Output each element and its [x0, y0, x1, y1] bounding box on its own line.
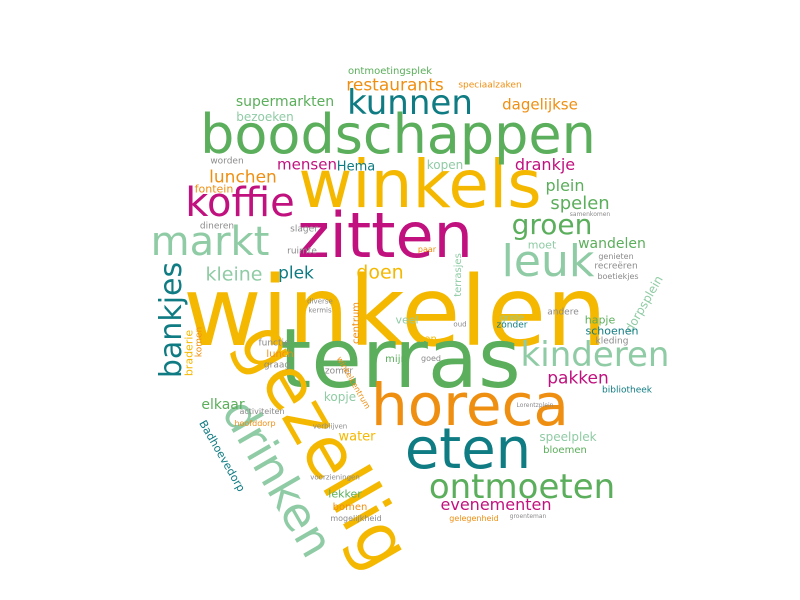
word-dineren: dineren — [199, 221, 235, 232]
word-kopje: kopje — [323, 390, 357, 404]
word-dagelijkse: dagelijkse — [502, 95, 578, 114]
word-kunnen: kunnen — [347, 83, 473, 123]
word-grote: grote — [500, 313, 524, 324]
word-ruimte: ruimte — [287, 246, 317, 257]
word-terras: terras — [279, 312, 521, 407]
word-markt: markt — [150, 219, 270, 265]
word-spelen: spelen — [550, 193, 610, 214]
word-leuk: leuk — [501, 236, 595, 287]
word-voorzieningen: voorzieningen — [310, 473, 360, 482]
word-kleine: kleine — [205, 263, 263, 286]
word-elkaar: elkaar — [201, 397, 245, 413]
word-functie: functie — [258, 338, 290, 349]
word-verblijven: verblijven — [312, 422, 348, 431]
word-goed: goed — [421, 354, 441, 363]
word-andere: andere — [547, 307, 579, 318]
word-horeca: horeca — [371, 371, 569, 439]
word-wandelen: wandelen — [578, 236, 646, 252]
word-komen: komen — [194, 326, 205, 358]
word-oud: oud — [453, 320, 467, 329]
word-water: water — [338, 429, 376, 445]
word-paar: paar — [417, 245, 437, 254]
word-zomer: zomer — [324, 366, 354, 377]
word-evenementen: evenementen — [440, 495, 552, 514]
word-hoofddorp: hoofddorp — [234, 419, 276, 428]
word-braderie: braderie — [182, 329, 196, 377]
word-ontmoeten: ontmoeten — [428, 467, 616, 507]
word-pakken: pakken — [547, 368, 609, 389]
word-diverse: diverse — [307, 297, 333, 306]
word-bloemen: bloemen — [543, 445, 587, 456]
word-mensen: mensen — [277, 155, 337, 174]
word-winkelen: winkelen — [183, 256, 607, 368]
word-centrum: centrum — [351, 301, 362, 345]
word-koffie: koffie — [185, 180, 295, 226]
word-kermis: kermis — [308, 306, 332, 315]
word-winkels: winkels — [298, 146, 542, 223]
word-kinderen: kinderen — [520, 335, 670, 375]
word-schoenen: schoenen — [585, 324, 639, 338]
word-lekker: lekker — [328, 487, 362, 501]
word-boetiekjes: boetiekjes — [597, 272, 639, 281]
word-drankje: drankje — [514, 155, 576, 174]
word-bezoeken: bezoeken — [236, 110, 294, 124]
word-mogelijkheid: mogelijkheid — [330, 514, 382, 523]
word-plein: plein — [545, 176, 585, 195]
word-worden: worden — [210, 156, 244, 167]
word-genieten: genieten — [598, 252, 634, 261]
word-samenkomen: samenkomen — [569, 211, 611, 218]
word-groen: groen — [511, 208, 593, 241]
word-kopen: kopen — [426, 158, 464, 172]
word-kleding: kleding — [595, 336, 629, 347]
word-recreeren: recreëren — [594, 261, 638, 272]
word-boodschappen: boodschappen — [200, 103, 596, 166]
word-hapje: hapje — [584, 313, 616, 327]
word-fontein: fontein — [194, 182, 234, 196]
word-eten: eten — [404, 417, 532, 482]
word-speciaalzaken: speciaalzaken — [458, 80, 522, 91]
word-zitten: zitten — [297, 199, 473, 272]
word-activiteiten: activiteiten — [239, 407, 285, 416]
word-bomen: bomen — [332, 502, 368, 513]
word-bibliotheek: bibliotheek — [602, 385, 652, 396]
word-supermarkten: supermarkten — [235, 94, 335, 110]
word-slager: slager — [290, 224, 318, 235]
word-speelplek: speelplek — [539, 430, 597, 444]
word-terrasjes: terrasjes — [453, 253, 464, 297]
word-lunchen: lunchen — [209, 167, 277, 188]
word-moet: moet — [527, 238, 557, 252]
word-doen: doen — [356, 261, 404, 284]
word-gelegenheid: gelegenheid — [449, 514, 499, 523]
word-veel: veel — [395, 313, 419, 327]
word-hema: Hema — [336, 159, 376, 175]
word-plek: plek — [278, 263, 314, 284]
word-zon: zon — [419, 334, 437, 345]
word-groenteman: groenteman — [509, 513, 547, 520]
word-ontmoetingsplek: ontmoetingsplek — [347, 66, 433, 77]
word-restaurants: restaurants — [346, 75, 444, 96]
word-lunch: lunch — [266, 349, 294, 360]
word-lorentzplein: Lorentzplein — [516, 402, 554, 409]
word-graag: graag — [263, 360, 291, 371]
word-zonder: zonder — [496, 320, 528, 331]
word-mijn: mijn — [385, 354, 407, 365]
